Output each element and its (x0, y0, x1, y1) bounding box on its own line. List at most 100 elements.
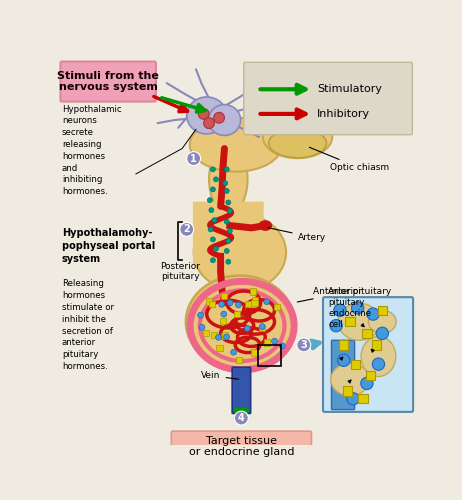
Circle shape (227, 208, 232, 214)
Ellipse shape (190, 118, 282, 172)
Circle shape (236, 302, 241, 308)
FancyBboxPatch shape (209, 301, 215, 307)
Circle shape (198, 312, 204, 318)
Circle shape (225, 248, 229, 254)
Circle shape (213, 246, 219, 251)
FancyBboxPatch shape (274, 304, 280, 310)
Circle shape (211, 237, 215, 242)
Ellipse shape (208, 104, 241, 136)
Text: Optic chiasm: Optic chiasm (310, 148, 389, 172)
Text: Target tissue
or endocrine gland: Target tissue or endocrine gland (188, 436, 294, 458)
Circle shape (235, 411, 249, 425)
FancyBboxPatch shape (351, 360, 360, 369)
Ellipse shape (259, 221, 272, 230)
FancyBboxPatch shape (193, 202, 264, 265)
Text: Artery: Artery (268, 228, 326, 241)
Circle shape (211, 167, 215, 172)
Circle shape (225, 167, 229, 172)
Text: Stimuli from the
nervous system: Stimuli from the nervous system (57, 71, 159, 92)
FancyBboxPatch shape (251, 300, 257, 306)
Circle shape (207, 198, 213, 202)
Circle shape (272, 338, 278, 344)
Circle shape (297, 338, 310, 352)
FancyBboxPatch shape (371, 340, 381, 349)
Text: Vein: Vein (201, 371, 239, 380)
Text: Anterior
pituitary
endocrine
cell: Anterior pituitary endocrine cell (328, 287, 371, 330)
Circle shape (227, 228, 232, 234)
FancyBboxPatch shape (250, 288, 256, 294)
Ellipse shape (194, 214, 286, 291)
FancyBboxPatch shape (362, 328, 371, 338)
Text: 3: 3 (300, 340, 307, 350)
FancyBboxPatch shape (234, 311, 240, 317)
FancyBboxPatch shape (252, 297, 258, 303)
FancyBboxPatch shape (323, 297, 413, 412)
Circle shape (376, 327, 389, 340)
Circle shape (211, 187, 215, 192)
FancyBboxPatch shape (343, 386, 352, 396)
Circle shape (231, 350, 237, 355)
Circle shape (227, 300, 233, 306)
Circle shape (180, 222, 194, 236)
Circle shape (213, 177, 219, 182)
FancyBboxPatch shape (366, 371, 375, 380)
Text: 4: 4 (238, 413, 245, 423)
FancyBboxPatch shape (220, 318, 226, 324)
Circle shape (204, 118, 214, 128)
Circle shape (209, 208, 214, 212)
Bar (258, 345, 281, 366)
Text: Stimulatory: Stimulatory (317, 84, 382, 94)
Circle shape (280, 343, 285, 349)
Circle shape (347, 392, 359, 405)
FancyBboxPatch shape (359, 394, 368, 404)
Circle shape (352, 302, 364, 314)
Circle shape (199, 324, 205, 330)
Circle shape (259, 324, 265, 330)
Ellipse shape (369, 310, 396, 334)
FancyBboxPatch shape (61, 62, 156, 102)
Text: Inhibitory: Inhibitory (317, 109, 370, 119)
Circle shape (224, 334, 230, 340)
FancyBboxPatch shape (221, 293, 227, 300)
FancyBboxPatch shape (339, 340, 348, 349)
Circle shape (208, 227, 213, 232)
FancyBboxPatch shape (378, 306, 387, 315)
Text: Anterior pituitary: Anterior pituitary (297, 286, 391, 302)
Ellipse shape (361, 336, 396, 376)
FancyBboxPatch shape (206, 298, 213, 304)
FancyBboxPatch shape (251, 350, 257, 356)
Ellipse shape (187, 97, 227, 134)
Circle shape (264, 299, 270, 304)
Circle shape (372, 358, 385, 370)
FancyBboxPatch shape (221, 332, 227, 338)
FancyBboxPatch shape (245, 301, 251, 308)
FancyBboxPatch shape (232, 367, 251, 414)
Ellipse shape (338, 304, 380, 341)
Circle shape (226, 200, 231, 205)
FancyBboxPatch shape (259, 324, 265, 331)
Circle shape (330, 320, 342, 332)
Circle shape (216, 334, 221, 340)
Circle shape (211, 258, 215, 262)
Ellipse shape (209, 144, 248, 214)
FancyBboxPatch shape (203, 330, 209, 336)
Ellipse shape (263, 116, 332, 158)
Ellipse shape (186, 276, 294, 368)
Circle shape (221, 311, 227, 317)
Circle shape (244, 326, 250, 332)
Circle shape (198, 108, 209, 120)
Text: Hypothalamohy-
pophyseal portal
system: Hypothalamohy- pophyseal portal system (62, 228, 155, 264)
Circle shape (223, 180, 228, 186)
Circle shape (338, 354, 350, 366)
FancyBboxPatch shape (264, 340, 270, 345)
FancyBboxPatch shape (222, 332, 228, 338)
FancyBboxPatch shape (236, 356, 243, 363)
Circle shape (187, 152, 201, 166)
Circle shape (226, 260, 231, 264)
FancyBboxPatch shape (171, 431, 311, 462)
Circle shape (225, 219, 229, 224)
Text: 2: 2 (183, 224, 190, 234)
Circle shape (212, 218, 217, 222)
FancyBboxPatch shape (346, 317, 355, 326)
Circle shape (361, 377, 373, 390)
